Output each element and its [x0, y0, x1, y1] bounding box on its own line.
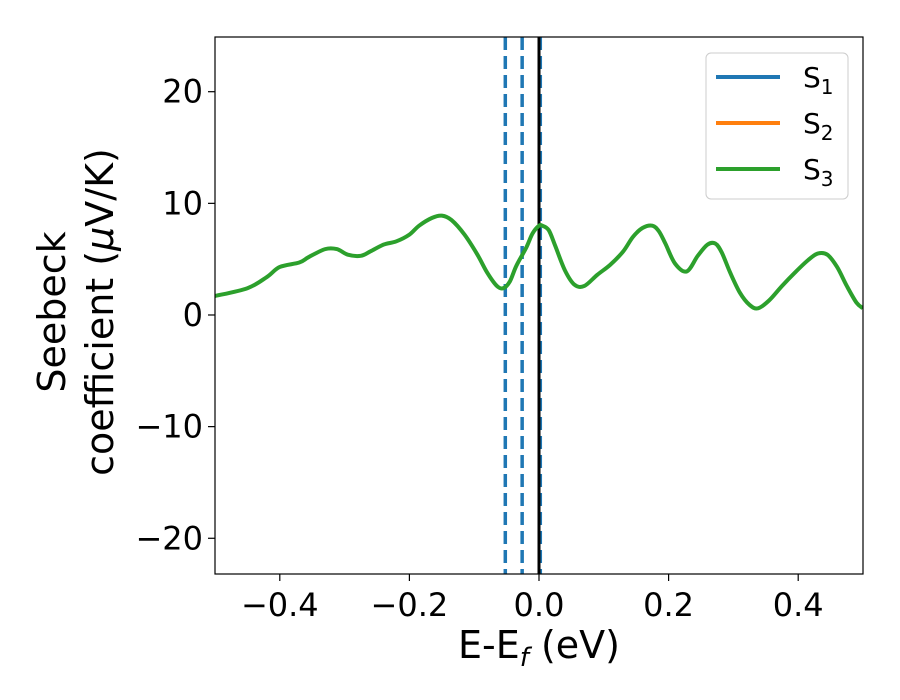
y-tick-label: −20 [135, 519, 203, 557]
y-axis-label-mu: μ [78, 227, 122, 252]
series-lines [215, 213, 863, 311]
y-tick-label: 20 [162, 73, 203, 111]
x-tick-label: −0.4 [241, 586, 319, 624]
y-axis: −20 −10 0 10 20 [135, 73, 215, 557]
y-axis-label-line2: coefficient (μV/K) [78, 148, 122, 476]
y-tick-label: −10 [135, 408, 203, 446]
legend: S1 S2 S3 [705, 52, 849, 200]
y-axis-label-unit: V/K) [78, 148, 122, 227]
y-axis-label-text: coefficient ( [78, 251, 122, 476]
legend-label-s1: S1 [803, 61, 834, 99]
x-tick-label: 0.4 [773, 586, 824, 624]
x-axis: −0.4 −0.2 0.0 0.2 0.4 [241, 574, 824, 624]
y-axis-label-line1: Seebeck [30, 231, 74, 392]
x-axis-label-main: E-E [458, 623, 520, 667]
x-tick-label: 0.0 [514, 586, 565, 624]
x-axis-label-unit: (eV) [529, 623, 620, 667]
legend-label-s3: S3 [803, 153, 834, 191]
y-tick-label: 0 [183, 296, 203, 334]
x-tick-label: 0.2 [643, 586, 694, 624]
vertical-lines [503, 37, 543, 574]
y-tick-label: 10 [162, 184, 203, 222]
x-tick-label: −0.2 [371, 586, 449, 624]
legend-label-s2: S2 [803, 107, 834, 145]
x-axis-label: E-Ef (eV) [458, 623, 620, 673]
series-line-s3 [215, 213, 863, 311]
legend-box [705, 52, 849, 200]
